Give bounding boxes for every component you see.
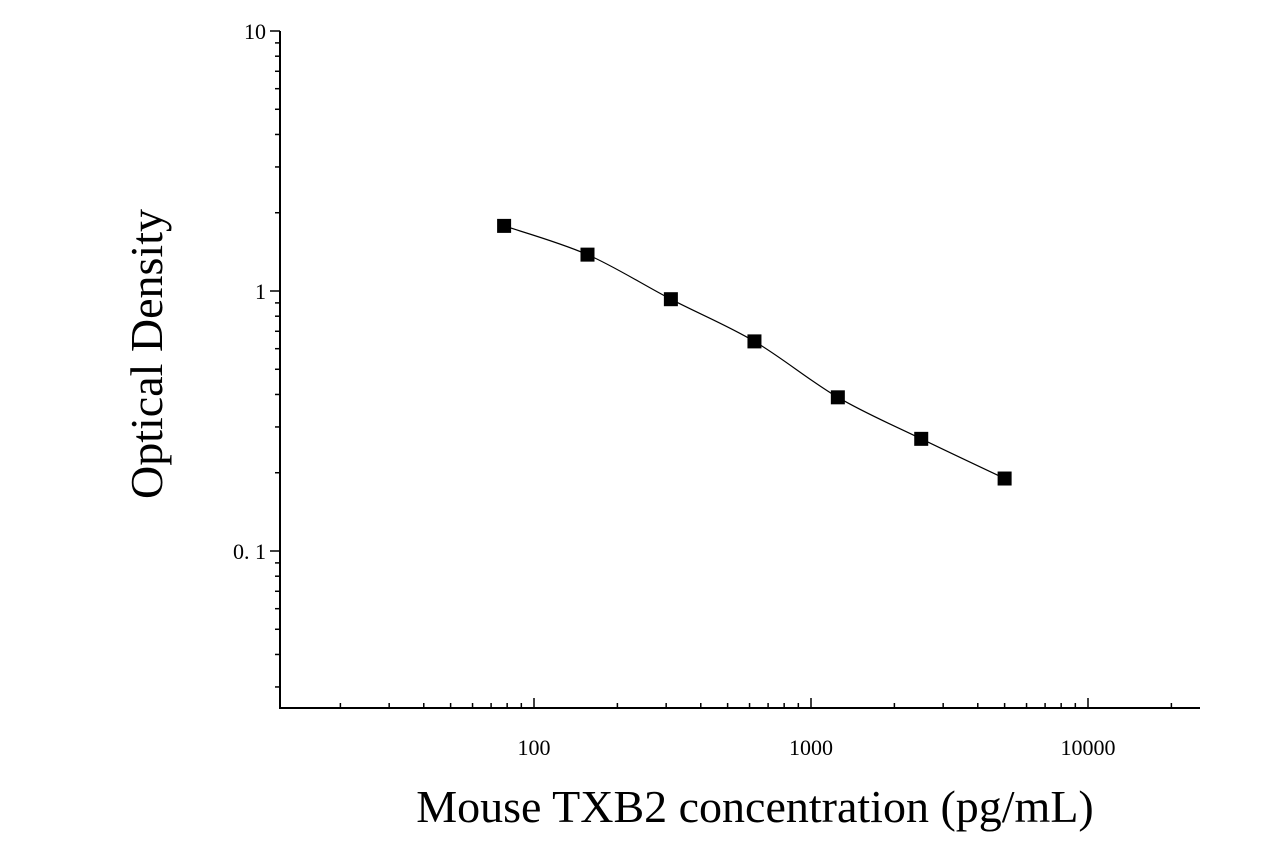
x-tick-label: 10000 <box>1061 735 1116 760</box>
y-ticks: 10 1 0. 1 <box>233 19 280 688</box>
y-tick-label: 0. 1 <box>233 539 266 564</box>
y-tick-label: 1 <box>255 279 266 304</box>
data-point-marker <box>747 334 762 349</box>
fit-curve <box>503 225 1005 480</box>
data-point-marker <box>997 471 1012 486</box>
axes <box>279 31 1200 709</box>
data-point-marker <box>497 218 512 233</box>
x-tick-label: 100 <box>518 735 551 760</box>
data-point-marker <box>663 292 678 307</box>
y-axis-title: Optical Density <box>121 209 172 499</box>
x-ticks: 100 1000 10000 <box>339 698 1173 760</box>
y-tick-label: 10 <box>244 19 266 44</box>
data-markers <box>497 218 1012 486</box>
x-tick-label: 1000 <box>789 735 833 760</box>
data-point-marker <box>830 390 845 405</box>
data-point-marker <box>914 431 929 446</box>
data-point-marker <box>580 247 595 262</box>
x-axis-title: Mouse TXB2 concentration (pg/mL) <box>416 781 1094 832</box>
